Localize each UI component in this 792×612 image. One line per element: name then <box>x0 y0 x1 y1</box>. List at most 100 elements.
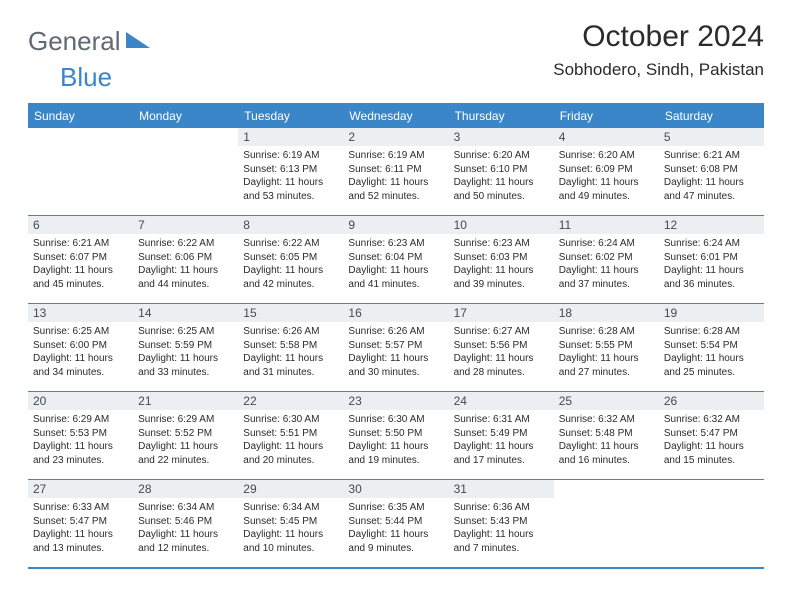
sunrise-text: Sunrise: 6:30 AM <box>348 413 443 427</box>
calendar-cell: 10Sunrise: 6:23 AMSunset: 6:03 PMDayligh… <box>449 216 554 304</box>
day-number: 14 <box>133 304 238 322</box>
day-header: Sunday <box>28 104 133 128</box>
day-number: 5 <box>659 128 764 146</box>
sunset-text: Sunset: 5:49 PM <box>454 427 549 441</box>
calendar-cell: 15Sunrise: 6:26 AMSunset: 5:58 PMDayligh… <box>238 304 343 392</box>
daylight-text: Daylight: 11 hours and 53 minutes. <box>243 176 338 203</box>
sunrise-text: Sunrise: 6:24 AM <box>664 237 759 251</box>
daylight-text: Daylight: 11 hours and 27 minutes. <box>559 352 654 379</box>
sunset-text: Sunset: 6:05 PM <box>243 251 338 265</box>
day-body: Sunrise: 6:19 AMSunset: 6:11 PMDaylight:… <box>343 146 448 206</box>
day-number: 31 <box>449 480 554 498</box>
sunset-text: Sunset: 6:04 PM <box>348 251 443 265</box>
calendar-cell: 3Sunrise: 6:20 AMSunset: 6:10 PMDaylight… <box>449 128 554 216</box>
calendar-cell: 11Sunrise: 6:24 AMSunset: 6:02 PMDayligh… <box>554 216 659 304</box>
sunset-text: Sunset: 5:57 PM <box>348 339 443 353</box>
calendar-cell: 22Sunrise: 6:30 AMSunset: 5:51 PMDayligh… <box>238 392 343 480</box>
day-body: Sunrise: 6:36 AMSunset: 5:43 PMDaylight:… <box>449 498 554 558</box>
calendar-cell: 30Sunrise: 6:35 AMSunset: 5:44 PMDayligh… <box>343 480 448 568</box>
day-number: 29 <box>238 480 343 498</box>
day-number: 22 <box>238 392 343 410</box>
sunrise-text: Sunrise: 6:35 AM <box>348 501 443 515</box>
daylight-text: Daylight: 11 hours and 17 minutes. <box>454 440 549 467</box>
sunrise-text: Sunrise: 6:27 AM <box>454 325 549 339</box>
sunset-text: Sunset: 5:47 PM <box>33 515 128 529</box>
day-number: 12 <box>659 216 764 234</box>
day-number: 8 <box>238 216 343 234</box>
calendar-cell: . <box>554 480 659 568</box>
day-number: 15 <box>238 304 343 322</box>
day-body: Sunrise: 6:21 AMSunset: 6:07 PMDaylight:… <box>28 234 133 294</box>
day-number: 25 <box>554 392 659 410</box>
sunrise-text: Sunrise: 6:25 AM <box>33 325 128 339</box>
day-number: 28 <box>133 480 238 498</box>
day-number: 7 <box>133 216 238 234</box>
sunrise-text: Sunrise: 6:20 AM <box>559 149 654 163</box>
sunset-text: Sunset: 5:46 PM <box>138 515 233 529</box>
day-body: Sunrise: 6:24 AMSunset: 6:02 PMDaylight:… <box>554 234 659 294</box>
sunset-text: Sunset: 5:48 PM <box>559 427 654 441</box>
calendar-table: SundayMondayTuesdayWednesdayThursdayFrid… <box>28 103 764 569</box>
calendar-cell: . <box>659 480 764 568</box>
day-body: Sunrise: 6:24 AMSunset: 6:01 PMDaylight:… <box>659 234 764 294</box>
daylight-text: Daylight: 11 hours and 50 minutes. <box>454 176 549 203</box>
day-number: 4 <box>554 128 659 146</box>
sunrise-text: Sunrise: 6:32 AM <box>664 413 759 427</box>
sunset-text: Sunset: 6:01 PM <box>664 251 759 265</box>
day-header: Thursday <box>449 104 554 128</box>
daylight-text: Daylight: 11 hours and 23 minutes. <box>33 440 128 467</box>
daylight-text: Daylight: 11 hours and 41 minutes. <box>348 264 443 291</box>
sunrise-text: Sunrise: 6:22 AM <box>243 237 338 251</box>
calendar-cell: 8Sunrise: 6:22 AMSunset: 6:05 PMDaylight… <box>238 216 343 304</box>
sunset-text: Sunset: 6:13 PM <box>243 163 338 177</box>
day-number: 2 <box>343 128 448 146</box>
sunrise-text: Sunrise: 6:28 AM <box>559 325 654 339</box>
calendar-cell: 21Sunrise: 6:29 AMSunset: 5:52 PMDayligh… <box>133 392 238 480</box>
daylight-text: Daylight: 11 hours and 45 minutes. <box>33 264 128 291</box>
calendar-cell: . <box>28 128 133 216</box>
day-body: Sunrise: 6:22 AMSunset: 6:05 PMDaylight:… <box>238 234 343 294</box>
calendar-week: 6Sunrise: 6:21 AMSunset: 6:07 PMDaylight… <box>28 216 764 304</box>
sunset-text: Sunset: 6:06 PM <box>138 251 233 265</box>
sunset-text: Sunset: 5:56 PM <box>454 339 549 353</box>
sunrise-text: Sunrise: 6:21 AM <box>33 237 128 251</box>
calendar-cell: 9Sunrise: 6:23 AMSunset: 6:04 PMDaylight… <box>343 216 448 304</box>
day-body: Sunrise: 6:35 AMSunset: 5:44 PMDaylight:… <box>343 498 448 558</box>
sunrise-text: Sunrise: 6:25 AM <box>138 325 233 339</box>
calendar-cell: 12Sunrise: 6:24 AMSunset: 6:01 PMDayligh… <box>659 216 764 304</box>
day-number: 23 <box>343 392 448 410</box>
day-body: Sunrise: 6:29 AMSunset: 5:52 PMDaylight:… <box>133 410 238 470</box>
sunrise-text: Sunrise: 6:28 AM <box>664 325 759 339</box>
day-number: 30 <box>343 480 448 498</box>
day-number: 6 <box>28 216 133 234</box>
sunrise-text: Sunrise: 6:20 AM <box>454 149 549 163</box>
sunset-text: Sunset: 5:51 PM <box>243 427 338 441</box>
calendar-cell: 13Sunrise: 6:25 AMSunset: 6:00 PMDayligh… <box>28 304 133 392</box>
day-number: 3 <box>449 128 554 146</box>
sunrise-text: Sunrise: 6:33 AM <box>33 501 128 515</box>
day-number: 9 <box>343 216 448 234</box>
daylight-text: Daylight: 11 hours and 39 minutes. <box>454 264 549 291</box>
sunset-text: Sunset: 5:43 PM <box>454 515 549 529</box>
day-header: Monday <box>133 104 238 128</box>
calendar-week: 20Sunrise: 6:29 AMSunset: 5:53 PMDayligh… <box>28 392 764 480</box>
sunrise-text: Sunrise: 6:36 AM <box>454 501 549 515</box>
calendar-cell: 20Sunrise: 6:29 AMSunset: 5:53 PMDayligh… <box>28 392 133 480</box>
day-number: 17 <box>449 304 554 322</box>
sunrise-text: Sunrise: 6:26 AM <box>348 325 443 339</box>
calendar-cell: 7Sunrise: 6:22 AMSunset: 6:06 PMDaylight… <box>133 216 238 304</box>
daylight-text: Daylight: 11 hours and 33 minutes. <box>138 352 233 379</box>
day-body: Sunrise: 6:28 AMSunset: 5:55 PMDaylight:… <box>554 322 659 382</box>
day-number: 18 <box>554 304 659 322</box>
daylight-text: Daylight: 11 hours and 20 minutes. <box>243 440 338 467</box>
day-body: Sunrise: 6:27 AMSunset: 5:56 PMDaylight:… <box>449 322 554 382</box>
day-body: Sunrise: 6:28 AMSunset: 5:54 PMDaylight:… <box>659 322 764 382</box>
calendar-cell: 28Sunrise: 6:34 AMSunset: 5:46 PMDayligh… <box>133 480 238 568</box>
day-body: Sunrise: 6:25 AMSunset: 6:00 PMDaylight:… <box>28 322 133 382</box>
daylight-text: Daylight: 11 hours and 28 minutes. <box>454 352 549 379</box>
daylight-text: Daylight: 11 hours and 31 minutes. <box>243 352 338 379</box>
sunset-text: Sunset: 6:00 PM <box>33 339 128 353</box>
daylight-text: Daylight: 11 hours and 15 minutes. <box>664 440 759 467</box>
day-number: 1 <box>238 128 343 146</box>
day-body: Sunrise: 6:20 AMSunset: 6:09 PMDaylight:… <box>554 146 659 206</box>
